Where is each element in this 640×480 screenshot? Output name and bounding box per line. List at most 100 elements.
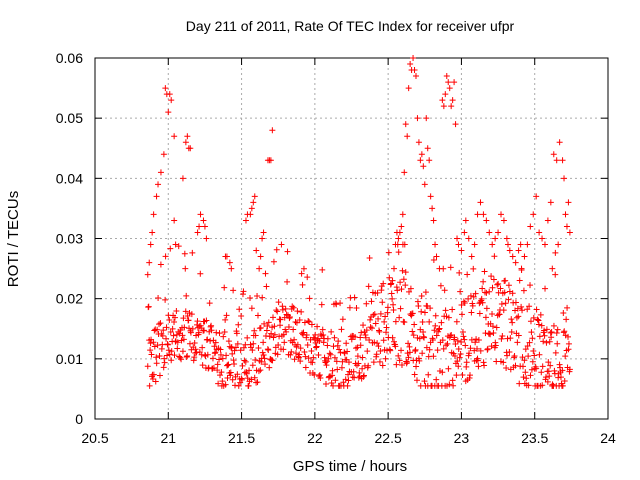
data-point: [299, 330, 306, 337]
data-point: [292, 350, 299, 357]
data-point: [476, 310, 483, 317]
data-point: [254, 312, 261, 319]
data-point: [439, 97, 446, 104]
data-point: [310, 354, 317, 361]
data-point: [148, 351, 155, 358]
data-point: [422, 289, 429, 296]
data-point: [406, 349, 413, 356]
data-point: [545, 359, 552, 366]
data-point: [329, 367, 336, 374]
data-point: [263, 283, 270, 290]
data-point: [481, 362, 488, 369]
data-point: [146, 259, 153, 266]
data-point: [243, 370, 250, 377]
data-point: [365, 362, 372, 369]
data-point: [466, 350, 473, 357]
data-point: [438, 319, 445, 326]
data-point: [196, 223, 203, 230]
data-point: [404, 133, 411, 140]
data-point: [473, 336, 480, 343]
data-point: [240, 288, 247, 295]
data-point: [283, 328, 290, 335]
data-point: [472, 339, 479, 346]
data-point: [398, 286, 405, 293]
data-point: [239, 376, 246, 383]
data-point: [449, 306, 456, 313]
data-point: [284, 278, 291, 285]
data-point: [366, 255, 373, 262]
data-point: [433, 376, 440, 383]
data-point: [259, 235, 266, 242]
data-point: [447, 264, 454, 271]
data-point: [282, 305, 289, 312]
data-point: [150, 211, 157, 218]
data-point: [156, 352, 163, 359]
data-point: [464, 271, 471, 278]
data-point: [500, 307, 507, 314]
data-point: [522, 369, 529, 376]
data-point: [561, 175, 568, 182]
data-point: [516, 380, 523, 387]
data-point: [223, 352, 230, 359]
data-point: [301, 319, 308, 326]
data-point: [370, 359, 377, 366]
data-point: [530, 347, 537, 354]
data-point: [500, 217, 507, 224]
data-point: [429, 337, 436, 344]
data-point: [415, 139, 422, 146]
data-point: [477, 347, 484, 354]
data-point: [150, 339, 157, 346]
data-point: [498, 300, 505, 307]
data-point: [268, 330, 275, 337]
data-point: [402, 282, 409, 289]
data-point: [530, 314, 537, 321]
data-point: [536, 351, 543, 358]
data-point: [166, 317, 173, 324]
data-points: [144, 55, 573, 389]
data-point: [515, 247, 522, 254]
data-point: [398, 347, 405, 354]
data-point: [316, 337, 323, 344]
data-point: [454, 235, 461, 242]
data-point: [518, 265, 525, 272]
data-point: [181, 324, 188, 331]
data-point: [561, 328, 568, 335]
data-point: [344, 348, 351, 355]
data-point: [322, 381, 329, 388]
data-point: [318, 301, 325, 308]
data-point: [506, 247, 513, 254]
data-point: [512, 299, 519, 306]
data-point: [149, 229, 156, 236]
data-point: [390, 301, 397, 308]
data-point: [374, 289, 381, 296]
data-point: [475, 337, 482, 344]
data-point: [508, 328, 515, 335]
data-point: [413, 363, 420, 370]
data-point: [304, 274, 311, 281]
data-point: [533, 193, 540, 200]
data-point: [172, 241, 179, 248]
data-point: [437, 282, 444, 289]
data-point: [253, 379, 260, 386]
data-point: [204, 351, 211, 358]
data-point: [396, 357, 403, 364]
data-point: [254, 379, 261, 386]
data-point: [159, 332, 166, 339]
data-point: [451, 79, 458, 86]
data-point: [544, 217, 551, 224]
data-point: [416, 357, 423, 364]
data-point: [242, 217, 249, 224]
data-point: [314, 323, 321, 330]
data-point: [511, 352, 518, 359]
data-point: [203, 317, 210, 324]
data-point: [547, 199, 554, 206]
data-point: [546, 338, 553, 345]
data-point: [157, 320, 164, 327]
data-point: [564, 304, 571, 311]
data-point: [393, 361, 400, 368]
data-point: [165, 347, 172, 354]
data-point: [231, 347, 238, 354]
data-point: [387, 347, 394, 354]
data-point: [466, 372, 473, 379]
data-point: [299, 281, 306, 288]
